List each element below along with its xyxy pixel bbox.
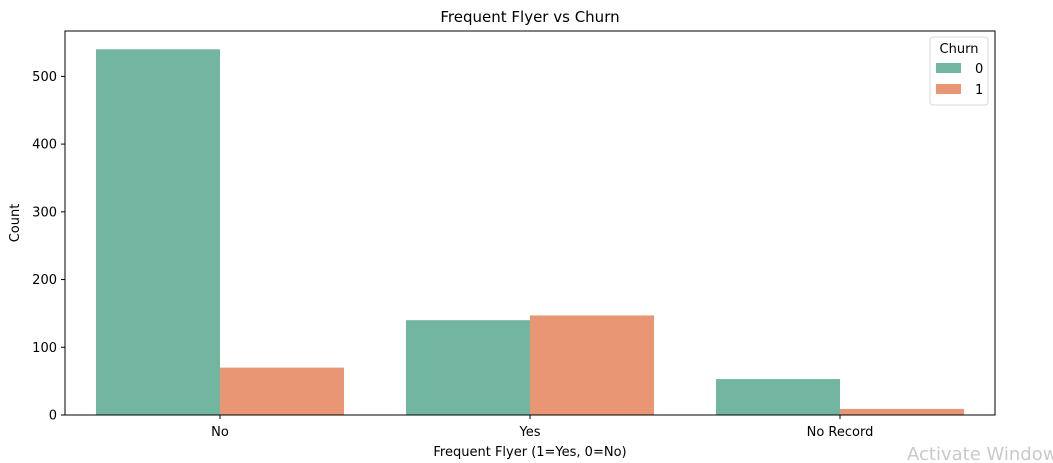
y-tick-label: 400 [32, 138, 57, 153]
x-tick-label: Yes [519, 425, 541, 440]
y-tick-label: 500 [32, 70, 57, 85]
legend-entries: 01 [936, 62, 983, 98]
activate-windows-watermark: Activate Window [907, 444, 1053, 463]
chart-title: Frequent Flyer vs Churn [440, 8, 619, 26]
legend-label: 1 [975, 83, 983, 98]
y-tick-label: 200 [32, 273, 57, 288]
x-tick-label: No Record [807, 425, 874, 440]
y-tick-label: 0 [49, 409, 57, 424]
x-axis-label: Frequent Flyer (1=Yes, 0=No) [433, 445, 626, 460]
bar-churn-1-no [220, 367, 344, 415]
bar-churn-1-yes [530, 315, 654, 415]
legend-swatch [936, 84, 961, 94]
legend-swatch [936, 63, 961, 73]
x-tick-label: No [211, 425, 229, 440]
bar-churn-0-yes [406, 320, 530, 415]
bar-churn-1-no-record [840, 408, 964, 415]
bars-layer [96, 49, 964, 416]
bar-churn-0-no-record [716, 379, 840, 415]
bar-churn-0-no [96, 49, 220, 416]
legend-label: 0 [975, 62, 983, 77]
y-tick-label: 100 [32, 341, 57, 356]
y-axis-label: Count [8, 204, 23, 243]
legend-title: Churn [940, 42, 979, 57]
y-tick-label: 300 [32, 205, 57, 220]
legend: Churn 01 [929, 36, 989, 106]
